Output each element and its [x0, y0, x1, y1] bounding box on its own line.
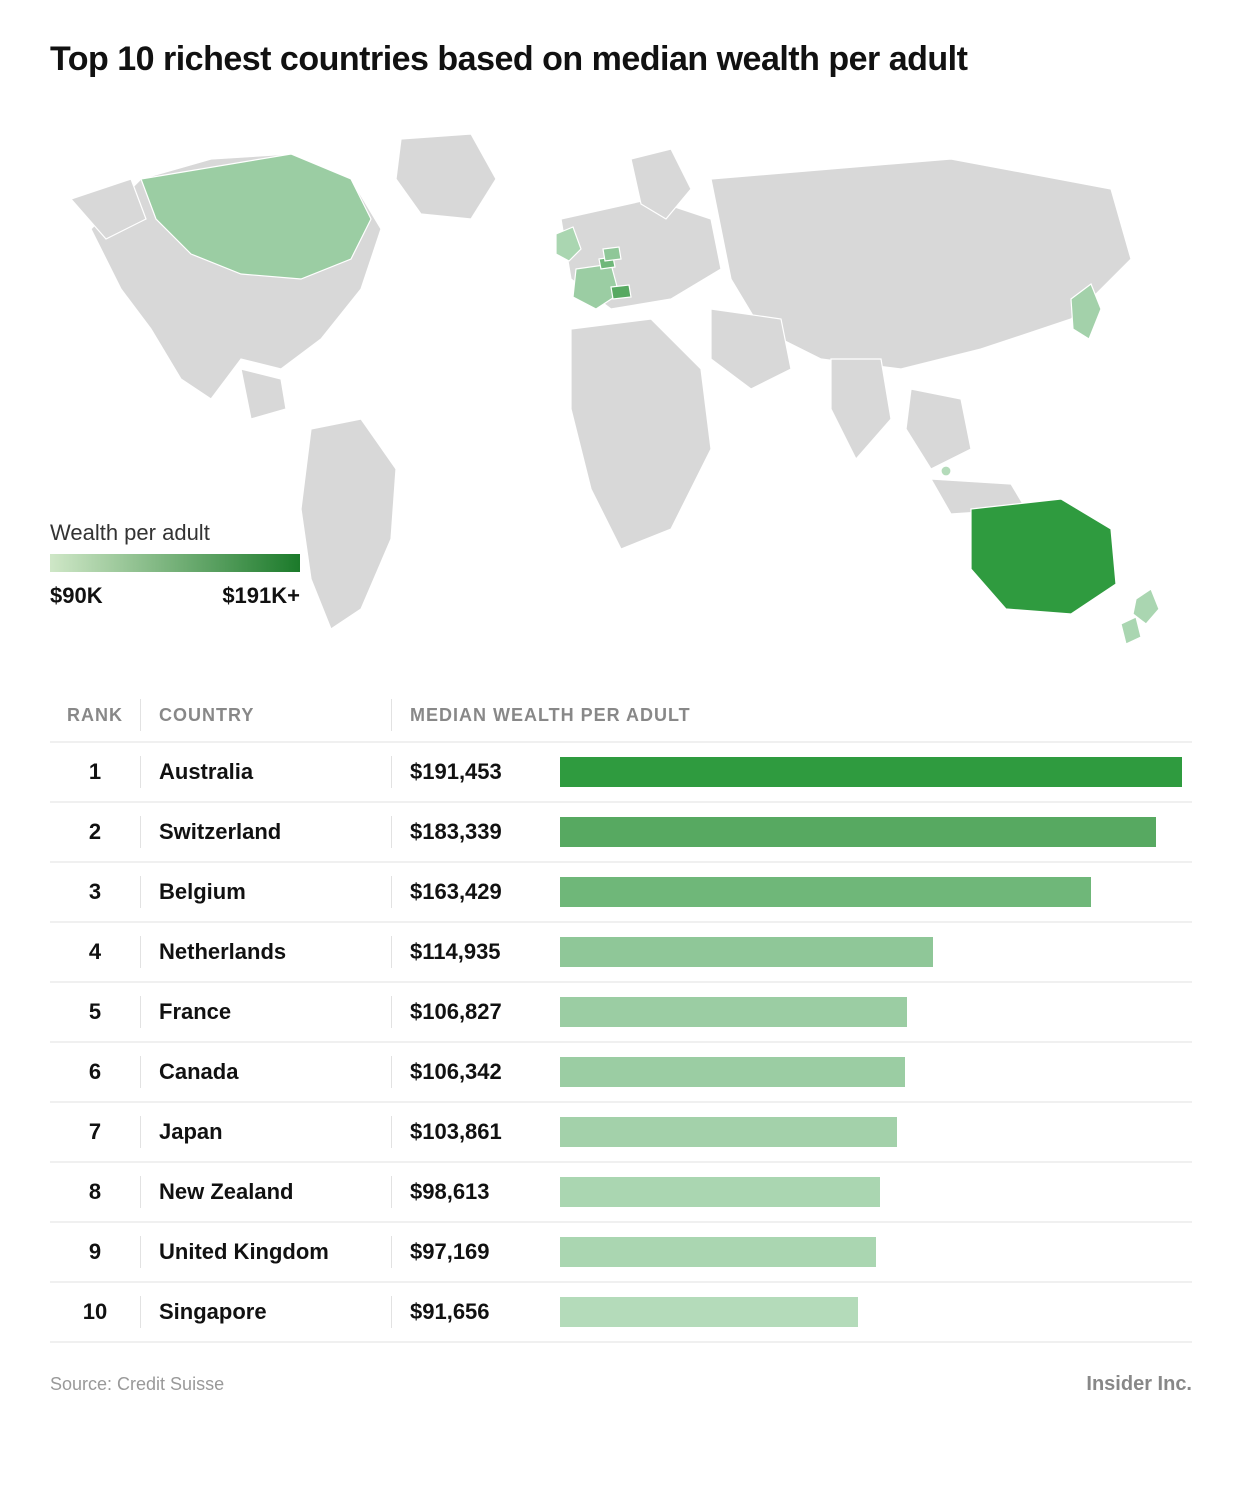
bar	[560, 817, 1156, 847]
bar	[560, 997, 907, 1027]
bar-wrap	[550, 997, 1192, 1027]
rank-cell: 8	[50, 1179, 140, 1205]
footer: Source: Credit Suisse Insider Inc.	[50, 1373, 1192, 1396]
header-wealth: MEDIAN WEALTH PER ADULT	[392, 705, 1192, 726]
wealth-value: $98,613	[410, 1179, 550, 1205]
wealth-value: $106,827	[410, 999, 550, 1025]
rank-cell: 7	[50, 1119, 140, 1145]
wealth-value: $106,342	[410, 1059, 550, 1085]
bar	[560, 757, 1182, 787]
wealth-value: $97,169	[410, 1239, 550, 1265]
wealth-value: $114,935	[410, 939, 550, 965]
rank-cell: 10	[50, 1299, 140, 1325]
bar	[560, 1057, 905, 1087]
header-country: COUNTRY	[141, 705, 391, 726]
bar-wrap	[550, 877, 1192, 907]
bar-wrap	[550, 817, 1192, 847]
bar-wrap	[550, 937, 1192, 967]
bar-wrap	[550, 1297, 1192, 1327]
table-row: 7Japan $103,861	[50, 1103, 1192, 1163]
wealth-cell: $91,656	[392, 1297, 1192, 1327]
bar-wrap	[550, 1177, 1192, 1207]
bar-wrap	[550, 1117, 1192, 1147]
country-cell: Japan	[141, 1119, 391, 1145]
bar	[560, 1237, 876, 1267]
rank-cell: 5	[50, 999, 140, 1025]
table-row: 8New Zealand $98,613	[50, 1163, 1192, 1223]
wealth-value: $191,453	[410, 759, 550, 785]
legend-max: $191K+	[222, 583, 300, 609]
wealth-cell: $106,827	[392, 997, 1192, 1027]
rank-cell: 1	[50, 759, 140, 785]
country-cell: New Zealand	[141, 1179, 391, 1205]
wealth-cell: $97,169	[392, 1237, 1192, 1267]
wealth-cell: $191,453	[392, 757, 1192, 787]
data-table: RANK COUNTRY MEDIAN WEALTH PER ADULT 1Au…	[50, 689, 1192, 1343]
table-row: 3Belgium $163,429	[50, 863, 1192, 923]
country-cell: France	[141, 999, 391, 1025]
bar	[560, 877, 1091, 907]
country-cell: Canada	[141, 1059, 391, 1085]
legend-gradient	[50, 554, 300, 572]
wealth-value: $163,429	[410, 879, 550, 905]
map-netherlands	[603, 247, 621, 261]
chart-title: Top 10 richest countries based on median…	[50, 40, 1192, 79]
wealth-cell: $114,935	[392, 937, 1192, 967]
country-cell: Singapore	[141, 1299, 391, 1325]
wealth-cell: $163,429	[392, 877, 1192, 907]
table-row: 4Netherlands $114,935	[50, 923, 1192, 983]
country-cell: Australia	[141, 759, 391, 785]
wealth-cell: $106,342	[392, 1057, 1192, 1087]
bar-wrap	[550, 1237, 1192, 1267]
country-cell: Switzerland	[141, 819, 391, 845]
wealth-value: $103,861	[410, 1119, 550, 1145]
map-switzerland	[611, 285, 631, 299]
bar-wrap	[550, 757, 1192, 787]
source-text: Source: Credit Suisse	[50, 1374, 224, 1395]
brand-text: Insider Inc.	[1086, 1373, 1192, 1396]
legend-title: Wealth per adult	[50, 520, 300, 546]
rank-cell: 6	[50, 1059, 140, 1085]
rank-cell: 2	[50, 819, 140, 845]
wealth-cell: $103,861	[392, 1117, 1192, 1147]
country-cell: Netherlands	[141, 939, 391, 965]
country-cell: Belgium	[141, 879, 391, 905]
bar	[560, 1177, 880, 1207]
country-cell: United Kingdom	[141, 1239, 391, 1265]
map-australia	[971, 499, 1116, 614]
wealth-value: $183,339	[410, 819, 550, 845]
table-header: RANK COUNTRY MEDIAN WEALTH PER ADULT	[50, 689, 1192, 743]
rank-cell: 4	[50, 939, 140, 965]
legend-min: $90K	[50, 583, 103, 609]
table-row: 5France $106,827	[50, 983, 1192, 1043]
table-row: 2Switzerland $183,339	[50, 803, 1192, 863]
table-row: 6Canada $106,342	[50, 1043, 1192, 1103]
rank-cell: 9	[50, 1239, 140, 1265]
bar	[560, 1297, 858, 1327]
wealth-cell: $98,613	[392, 1177, 1192, 1207]
wealth-value: $91,656	[410, 1299, 550, 1325]
bar	[560, 937, 933, 967]
table-row: 10Singapore $91,656	[50, 1283, 1192, 1343]
bar-wrap	[550, 1057, 1192, 1087]
world-map: Wealth per adult $90K $191K+	[50, 109, 1192, 669]
map-singapore	[941, 466, 951, 476]
bar	[560, 1117, 897, 1147]
table-row: 1Australia $191,453	[50, 743, 1192, 803]
map-newzealand	[1121, 589, 1159, 644]
legend: Wealth per adult $90K $191K+	[50, 520, 300, 609]
header-rank: RANK	[50, 705, 140, 726]
wealth-cell: $183,339	[392, 817, 1192, 847]
rank-cell: 3	[50, 879, 140, 905]
table-row: 9United Kingdom $97,169	[50, 1223, 1192, 1283]
